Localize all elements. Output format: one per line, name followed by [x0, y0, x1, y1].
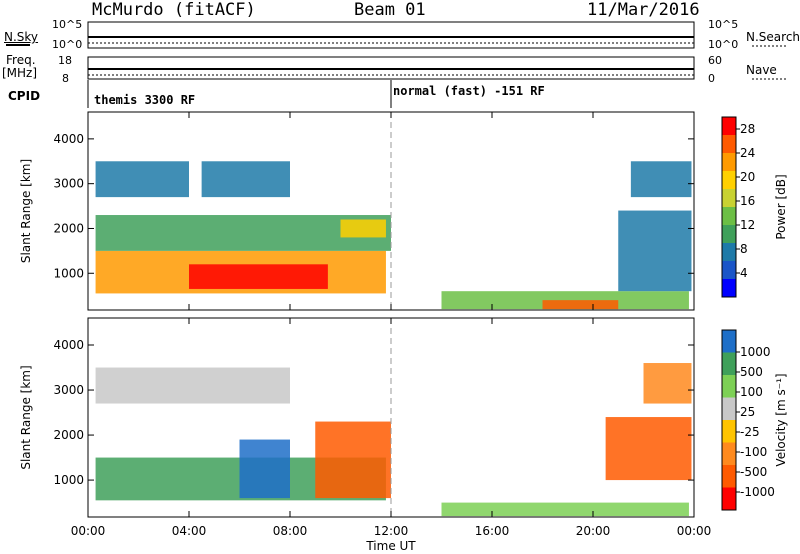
power-colorbar-segment [722, 171, 736, 189]
velocity-colorbar-segment [722, 397, 736, 420]
power-data-region [201, 161, 290, 198]
power-data-region [340, 219, 386, 238]
power-data-region [189, 264, 328, 289]
power-ytick-label: 2000 [53, 221, 84, 235]
power-colorbar-frame [721, 116, 737, 298]
nave-tick-bottom: 0 [708, 72, 715, 85]
velocity-colorbar-tick-label: -25 [740, 425, 760, 439]
freq-tick-bottom: 8 [62, 72, 69, 85]
power-colorbar-segment [722, 135, 736, 153]
xtick-label: 00:00 [677, 524, 712, 538]
cpid-label: CPID [8, 89, 41, 103]
power-ylabel: Slant Range [km] [19, 159, 33, 263]
power-data-region [618, 210, 692, 292]
velocity-colorbar-tick-label: 100 [740, 385, 763, 399]
velocity-ytick-label: 3000 [53, 383, 84, 397]
velocity-colorbar-segment [722, 420, 736, 443]
nsky-tick-bottom: 10^0 [52, 38, 83, 51]
velocity-ylabel: Slant Range [km] [19, 365, 33, 469]
velocity-colorbar-segment [722, 352, 736, 375]
power-data-region [95, 161, 189, 198]
velocity-colorbar-tick-label: 500 [740, 365, 763, 379]
power-colorbar-segment [722, 153, 736, 171]
power-ytick-label: 3000 [53, 177, 84, 191]
velocity-colorbar-segment [722, 487, 736, 510]
cpid-mode-1: normal (fast) -151 RF [393, 84, 545, 98]
nsky-panel-frame [87, 21, 695, 49]
power-colorbar-tick-label: 24 [740, 146, 755, 160]
nsearch-tick-top: 10^5 [708, 18, 739, 31]
velocity-ytick-label: 4000 [53, 338, 84, 352]
velocity-colorbar-tick-label: 1000 [740, 345, 771, 359]
power-colorbar-label: Power [dB] [774, 174, 788, 239]
velocity-colorbar-tick-label: -1000 [740, 485, 775, 499]
velocity-colorbar-segment [722, 465, 736, 488]
velocity-data-region [239, 439, 290, 499]
velocity-colorbar-label: Velocity [m s⁻¹] [774, 373, 788, 466]
power-colorbar-tick-label: 16 [740, 194, 755, 208]
power-colorbar-tick-label: 28 [740, 122, 755, 136]
velocity-colorbar-frame [721, 329, 737, 511]
xtick-label: 00:00 [71, 524, 106, 538]
freq-tick-top: 18 [58, 54, 72, 67]
cpid-mode-0: themis 3300 RF [94, 93, 196, 107]
beam-title: Beam 01 [354, 0, 426, 20]
xtick-label: 12:00 [374, 524, 409, 538]
xaxis-label: Time UT [365, 539, 416, 553]
power-colorbar-segment [722, 225, 736, 243]
nsky-label: N.Sky [4, 30, 39, 44]
freq-unit: [MHz] [2, 66, 38, 80]
power-colorbar-segment [722, 207, 736, 225]
freq-label: Freq. [6, 53, 36, 67]
velocity-data-region [643, 363, 692, 404]
nsky-tick-top: 10^5 [52, 18, 83, 31]
velocity-colorbar-segment [722, 375, 736, 398]
velocity-ytick-label: 1000 [53, 473, 84, 487]
power-colorbar-tick-label: 12 [740, 218, 755, 232]
velocity-ytick-label: 2000 [53, 428, 84, 442]
velocity-data-region [315, 421, 391, 499]
xtick-label: 20:00 [576, 524, 611, 538]
power-colorbar-segment [722, 261, 736, 279]
power-colorbar-tick-label: 20 [740, 170, 755, 184]
power-colorbar-tick-label: 8 [740, 242, 748, 256]
nave-tick-top: 60 [708, 54, 722, 67]
velocity-colorbar-segment [722, 442, 736, 465]
power-colorbar-segment [722, 189, 736, 207]
velocity-colorbar-tick-label: 25 [740, 405, 755, 419]
velocity-colorbar-tick-label: -100 [740, 445, 767, 459]
velocity-colorbar-tick-label: -500 [740, 465, 767, 479]
velocity-colorbar-segment [722, 330, 736, 353]
xtick-label: 04:00 [172, 524, 207, 538]
xtick-label: 16:00 [475, 524, 510, 538]
nsearch-label: N.Search [746, 30, 800, 44]
power-colorbar-tick-label: 4 [740, 266, 748, 280]
power-data-region [441, 291, 689, 310]
power-data-region [542, 300, 619, 310]
power-colorbar-segment [722, 279, 736, 297]
xtick-label: 08:00 [273, 524, 308, 538]
power-data-region [630, 161, 692, 198]
velocity-data-region [605, 417, 692, 481]
date-title: 11/Mar/2016 [587, 0, 700, 20]
power-colorbar-segment [722, 243, 736, 261]
nsearch-tick-bottom: 10^0 [708, 38, 739, 51]
power-colorbar-segment [722, 117, 736, 135]
velocity-data-region [95, 367, 290, 404]
velocity-data-region [441, 502, 689, 517]
power-ytick-label: 1000 [53, 266, 84, 280]
station-title: McMurdo (fitACF) [92, 0, 256, 20]
nave-label: Nave [746, 63, 777, 77]
power-ytick-label: 4000 [53, 132, 84, 146]
